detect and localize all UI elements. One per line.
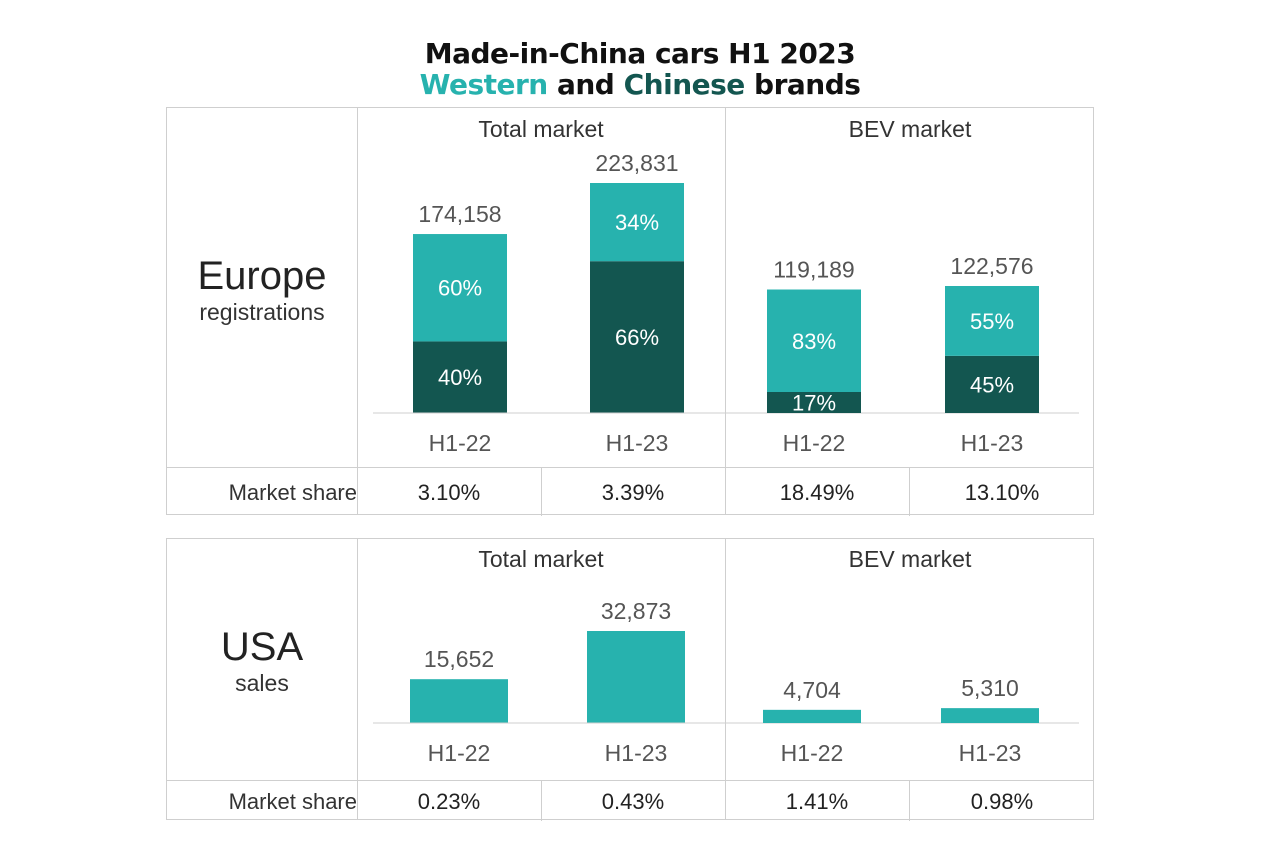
usa-total-h1-23-category-label: H1-23 — [605, 740, 668, 766]
usa-region-subtitle: sales — [235, 670, 289, 696]
europe-total-h1-22-western-bar — [413, 234, 507, 342]
europe-total-h1-22-chinese-percent-label: 40% — [438, 365, 482, 390]
europe-total-h1-23-category-label: H1-23 — [606, 430, 669, 456]
usa-total-h1-22-bar — [410, 679, 508, 723]
europe-total-h1-22-western-percent-label: 60% — [438, 276, 482, 301]
europe-region-label: Europe registrations — [167, 254, 357, 326]
usa-total-market-title: Total market — [478, 546, 604, 572]
usa-total-h1-23-bar — [587, 631, 685, 723]
usa-total-h1-23-total-label: 32,873 — [601, 598, 671, 624]
europe-total-h1-23-western-bar — [590, 183, 684, 262]
europe-bev-h1-23-category-label: H1-23 — [961, 430, 1024, 456]
europe-bev-h1-23-western-bar — [945, 286, 1039, 356]
europe-total-h1-22-category-label: H1-22 — [429, 430, 492, 456]
europe-bev-h1-22-chinese-bar — [767, 392, 861, 413]
europe-share-total-h1-23: 3.39% — [601, 480, 665, 505]
europe-bev-h1-23-chinese-bar — [945, 355, 1039, 413]
usa-total-h1-22-total-label: 15,652 — [424, 646, 494, 672]
europe-region-subtitle: registrations — [199, 299, 325, 325]
europe-total-h1-23-chinese-percent-label: 66% — [615, 325, 659, 350]
usa-share-total-h1-22: 0.23% — [417, 789, 481, 814]
europe-total-h1-23-total-label: 223,831 — [595, 150, 678, 176]
title-line-1: Made-in-China cars H1 2023 — [424, 37, 856, 70]
europe-bev-h1-22-chinese-percent-label: 17% — [792, 391, 836, 416]
usa-region-label: USA sales — [167, 625, 357, 697]
europe-panel: Europe registrations Total market BEV ma… — [166, 107, 1094, 516]
europe-total-h1-23-western-percent-label: 34% — [615, 210, 659, 235]
usa-total-h1-22-category-label: H1-22 — [428, 740, 491, 766]
europe-bev-h1-22-western-percent-label: 83% — [792, 329, 836, 354]
usa-share-total-h1-23: 0.43% — [601, 789, 665, 814]
europe-total-h1-23-chinese-bar — [590, 261, 684, 413]
usa-region-name: USA — [220, 625, 304, 669]
title-and: and — [547, 68, 624, 101]
europe-bev-h1-23-chinese-percent-label: 45% — [970, 372, 1014, 397]
usa-bev-h1-22-bar — [763, 709, 861, 723]
usa-bars: 15,652 H1-22 32,873 H1-23 4,704 H1-22 5,310 H1-… — [373, 598, 1079, 766]
usa-bev-h1-23-bar — [941, 708, 1039, 723]
europe-total-h1-22-chinese-bar — [413, 341, 507, 413]
chart-title: Made-in-China cars H1 2023 Western and C… — [0, 38, 1280, 100]
usa-bev-market-title: BEV market — [848, 546, 972, 572]
usa-bev-h1-23-total-label: 5,310 — [961, 675, 1019, 701]
europe-share-total-h1-22: 3.10% — [417, 480, 481, 505]
europe-total-h1-22-total-label: 174,158 — [418, 201, 501, 227]
europe-bev-market-title: BEV market — [848, 116, 972, 142]
europe-market-share-label: Market share — [228, 480, 357, 505]
europe-share-bev-h1-23: 13.10% — [964, 480, 1040, 505]
europe-total-market-title: Total market — [478, 116, 604, 142]
usa-panel: USA sales Total market BEV market Market… — [166, 538, 1094, 821]
title-western: Western — [419, 68, 549, 101]
usa-bev-h1-23-category-label: H1-23 — [959, 740, 1022, 766]
title-line-2: Western and Chinese brands — [0, 69, 1280, 100]
europe-bev-h1-23-western-percent-label: 55% — [970, 309, 1014, 334]
usa-bev-h1-22-total-label: 4,704 — [783, 677, 841, 703]
europe-bev-h1-22-total-label: 119,189 — [773, 257, 854, 283]
title-chinese: Chinese — [623, 68, 746, 101]
europe-bev-h1-22-western-bar — [767, 289, 861, 393]
usa-bev-h1-22-category-label: H1-22 — [781, 740, 844, 766]
europe-bars: 40% 60% 174,158 H1-22 66% 34% 223,831 H1-23 17% 8… — [373, 150, 1079, 456]
usa-market-share-label: Market share — [228, 789, 357, 814]
europe-share-bev-h1-22: 18.49% — [779, 480, 855, 505]
europe-region-name: Europe — [197, 254, 327, 298]
title-brands: brands — [744, 68, 861, 101]
usa-share-bev-h1-22: 1.41% — [785, 789, 849, 814]
usa-share-bev-h1-23: 0.98% — [970, 789, 1034, 814]
europe-bev-h1-22-category-label: H1-22 — [783, 430, 846, 456]
europe-bev-h1-23-total-label: 122,576 — [950, 253, 1033, 279]
